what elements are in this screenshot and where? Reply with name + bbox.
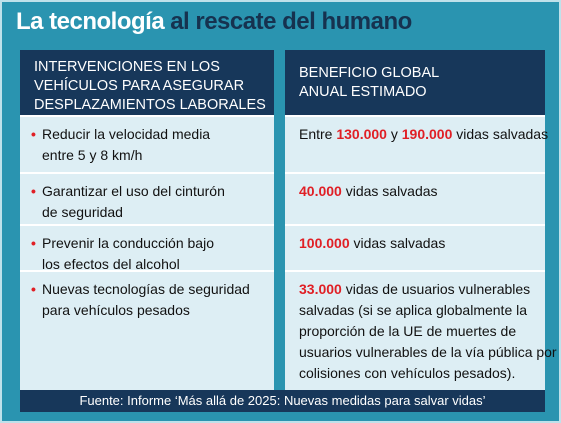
intervention-line: Nuevas tecnologías de seguridad bbox=[42, 281, 250, 297]
title-part: al rescate del humano bbox=[170, 8, 412, 35]
benefit-line: 33.000 vidas de usuarios vulnerables bbox=[299, 279, 545, 300]
benefit-text: colisiones con vehículos pesados). bbox=[299, 365, 516, 381]
intervention-cell: • Prevenir la conducción bajo los efectos … bbox=[20, 224, 274, 272]
highlight-figure: 130.000 bbox=[336, 126, 387, 142]
header-line: DESPLAZAMIENTOS LABORALES bbox=[34, 97, 266, 113]
column-header: BENEFICIO GLOBAL ANUAL ESTIMADO bbox=[285, 50, 545, 115]
benefit-text: vidas salvadas bbox=[341, 183, 438, 199]
benefit-cell: 33.000 vidas de usuarios vulnerables salv… bbox=[285, 270, 557, 390]
intervention-cell: • Garantizar el uso del cinturón de seguri… bbox=[20, 172, 274, 224]
bullet: • bbox=[31, 183, 36, 199]
highlight-figure: 33.000 bbox=[299, 281, 342, 297]
benefit-line: salvadas (si se aplica globalmente la bbox=[299, 300, 545, 321]
benefit-line: colisiones con vehículos pesados). bbox=[299, 363, 545, 384]
intervention-line: Reducir la velocidad media bbox=[42, 126, 211, 142]
bullet: • bbox=[31, 281, 36, 297]
intervention-cell: • Nuevas tecnologías de seguridad para veh… bbox=[20, 270, 274, 390]
benefit-line: usuarios vulnerables de la vía pública p… bbox=[299, 342, 557, 363]
intervention-cell: • Reducir la velocidad media entre 5 y 8 k… bbox=[20, 115, 274, 172]
bullet: • bbox=[31, 235, 36, 251]
benefit-text: vidas de usuarios vulnerables bbox=[341, 281, 531, 297]
benefit-text: usuarios vulnerables de la vía pública p… bbox=[299, 344, 557, 360]
intervention-line: entre 5 y 8 km/h bbox=[42, 147, 143, 163]
benefit-text: salvadas (si se aplica globalmente la bbox=[299, 302, 528, 318]
header-line: ANUAL ESTIMADO bbox=[299, 84, 427, 100]
benefit-text: vidas salvadas bbox=[452, 126, 549, 142]
column-header: INTERVENCIONES EN LOS VEHÍCULOS PARA ASEG… bbox=[20, 50, 274, 115]
header-line: BENEFICIO GLOBAL bbox=[299, 65, 440, 81]
title-part: La tecnología bbox=[16, 8, 165, 35]
intervention-line: Garantizar el uso del cinturón bbox=[42, 183, 225, 199]
benefit-cell: 100.000 vidas salvadas bbox=[285, 224, 545, 270]
benefit-cell: Entre 130.000 y 190.000 vidas salvadas bbox=[285, 115, 549, 172]
intervention-line: Prevenir la conducción bajo bbox=[42, 235, 214, 251]
intervention-line: los efectos del alcohol bbox=[42, 256, 180, 272]
highlight-figure: 40.000 bbox=[299, 183, 342, 199]
benefit-line: 40.000 vidas salvadas bbox=[299, 181, 545, 202]
header-line: INTERVENCIONES EN LOS bbox=[34, 59, 220, 75]
highlight-figure: 190.000 bbox=[401, 126, 453, 142]
title: La tecnología al rescate del humano bbox=[16, 8, 412, 36]
benefit-line: proporción de la UE de muertes de bbox=[299, 321, 545, 342]
benefit-text: Entre bbox=[299, 126, 337, 142]
benefit-text: proporción de la UE de muertes de bbox=[299, 323, 517, 339]
benefit-line: Entre 130.000 y 190.000 vidas salvadas bbox=[299, 124, 549, 145]
benefit-cell: 40.000 vidas salvadas bbox=[285, 172, 545, 224]
source: Fuente: Informe ‘Más allá de 2025: Nueva… bbox=[20, 390, 545, 412]
benefit-text: y bbox=[386, 126, 402, 142]
intervention-line: para vehículos pesados bbox=[42, 302, 190, 318]
benefit-line: 100.000 vidas salvadas bbox=[299, 233, 545, 254]
benefit-text: vidas salvadas bbox=[349, 235, 446, 251]
bullet: • bbox=[31, 126, 36, 142]
intervention-line: de seguridad bbox=[42, 204, 123, 220]
highlight-figure: 100.000 bbox=[299, 235, 350, 251]
header-line: VEHÍCULOS PARA ASEGURAR bbox=[34, 78, 245, 94]
